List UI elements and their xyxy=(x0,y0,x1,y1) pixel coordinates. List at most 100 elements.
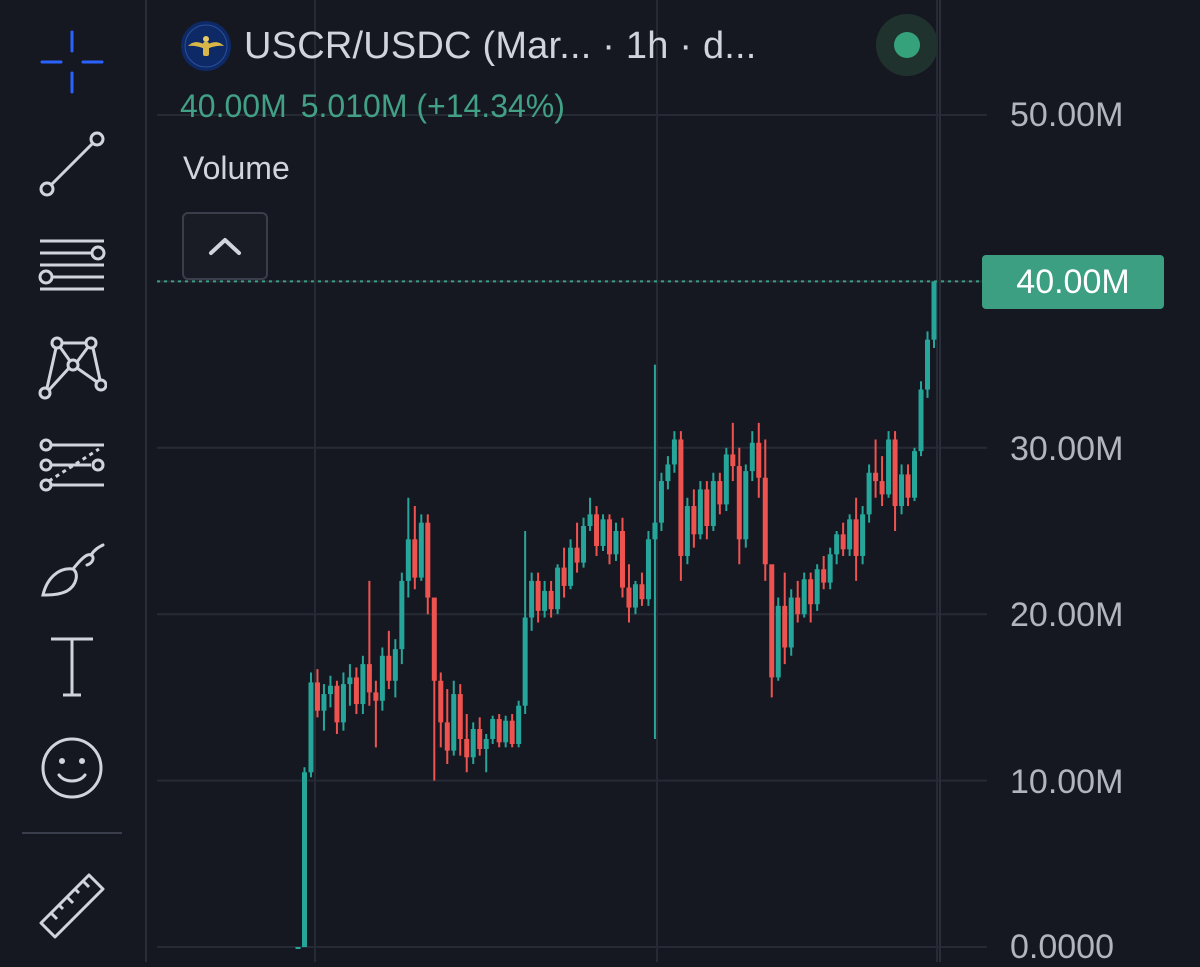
candle-body xyxy=(360,664,366,705)
candle-body xyxy=(626,587,632,608)
candle-body xyxy=(535,580,541,611)
candle-body xyxy=(581,526,587,563)
candle-body xyxy=(847,519,853,550)
axis-tick-0: 0.0000 xyxy=(1010,928,1114,966)
candle-body xyxy=(769,564,775,678)
candle-body xyxy=(347,677,353,685)
candle-body xyxy=(912,451,918,498)
candle-body xyxy=(619,531,625,588)
symbol-title[interactable]: USCR/USDC (Mar... · 1h · d... xyxy=(244,24,757,67)
volume-indicator-label[interactable]: Volume xyxy=(183,150,290,186)
candle-body xyxy=(334,685,340,723)
candle-body xyxy=(899,474,905,507)
candle-body xyxy=(925,339,931,390)
pattern-icon[interactable] xyxy=(22,326,122,406)
chart-header: USCR/USDC (Mar... · 1h · d... xyxy=(180,18,757,74)
chevron-up-icon xyxy=(209,238,241,255)
collapse-legend-button[interactable] xyxy=(182,212,268,280)
candle-body xyxy=(425,522,431,598)
candle-body xyxy=(373,692,379,701)
candle-body xyxy=(730,454,736,467)
candle-body xyxy=(834,534,840,555)
candle-body xyxy=(600,519,606,546)
candle-body xyxy=(632,584,638,608)
candle-body xyxy=(795,597,801,615)
horizontal-lines-icon[interactable] xyxy=(22,224,122,304)
candle-body xyxy=(808,579,814,605)
candle-body xyxy=(717,481,723,505)
candle-body xyxy=(801,579,807,615)
candle-body xyxy=(483,739,489,749)
drawing-toolbar xyxy=(0,0,145,962)
candle-body xyxy=(879,481,885,495)
candle-body xyxy=(496,719,502,743)
candle-body xyxy=(645,539,651,600)
candle-body xyxy=(457,694,463,739)
candle-body xyxy=(568,547,574,586)
axis-tick-50m: 50.00M xyxy=(1010,96,1124,134)
candle-body xyxy=(886,439,892,495)
axis-tick-10m: 10.00M xyxy=(1010,763,1124,801)
candle-body xyxy=(529,580,535,618)
trend-line-icon[interactable] xyxy=(22,124,122,204)
candle-body xyxy=(516,705,522,744)
market-status-indicator[interactable] xyxy=(876,14,938,76)
candle-body xyxy=(613,531,619,555)
candle-body xyxy=(574,547,580,563)
candle-body xyxy=(704,489,710,527)
candle-body xyxy=(451,694,457,751)
candle-body xyxy=(853,519,859,556)
candle-body xyxy=(490,719,496,739)
candle-body xyxy=(723,454,729,505)
candle-body xyxy=(782,605,788,648)
fib-retracement-icon[interactable] xyxy=(22,426,122,506)
last-value-badge: 40.00M xyxy=(982,255,1164,309)
candle-body xyxy=(321,694,327,711)
candle-body xyxy=(756,442,762,478)
candle-body xyxy=(561,567,567,586)
candle-body xyxy=(379,655,385,701)
candle-body xyxy=(444,722,450,751)
text-icon[interactable] xyxy=(22,626,122,706)
candle-body xyxy=(652,522,658,540)
candle-body xyxy=(827,554,833,583)
candle-body xyxy=(821,569,827,583)
candle-body xyxy=(314,682,320,711)
candle-body xyxy=(522,617,528,706)
ruler-icon[interactable] xyxy=(22,864,122,944)
candle-body xyxy=(736,466,742,540)
candle-body xyxy=(866,472,872,515)
candle-body xyxy=(743,471,749,540)
candle-body xyxy=(412,539,418,578)
emoji-icon[interactable] xyxy=(22,728,122,808)
toolbar-separator xyxy=(22,832,122,834)
axis-tick-30m: 30.00M xyxy=(1010,430,1124,468)
candle-body xyxy=(678,439,684,556)
token-logo xyxy=(181,21,231,71)
brush-icon[interactable] xyxy=(22,528,122,608)
candle-body xyxy=(503,720,509,743)
candle-body xyxy=(873,472,879,482)
status-dot xyxy=(894,32,920,58)
candle-body xyxy=(775,605,781,678)
candle-body xyxy=(892,439,898,507)
crosshair-icon[interactable] xyxy=(22,22,122,102)
candle-body xyxy=(392,649,398,681)
candle-body xyxy=(587,514,593,527)
candle-body xyxy=(386,655,392,681)
axis-tick-20m: 20.00M xyxy=(1010,596,1124,634)
candle-body xyxy=(509,720,515,744)
candle-body xyxy=(749,442,755,472)
candle-body xyxy=(418,522,424,578)
candle-body xyxy=(684,506,690,556)
legend-change: 5.010M (+14.34%) xyxy=(300,88,565,124)
candle-body xyxy=(658,481,664,523)
candle-body xyxy=(308,682,314,773)
candle-body xyxy=(353,677,359,705)
candlestick-chart[interactable] xyxy=(157,0,1200,962)
candle-body xyxy=(399,580,405,650)
candle-body xyxy=(788,597,794,648)
candle-body xyxy=(431,597,437,681)
candle-body xyxy=(470,729,476,758)
candle-body xyxy=(665,464,671,482)
